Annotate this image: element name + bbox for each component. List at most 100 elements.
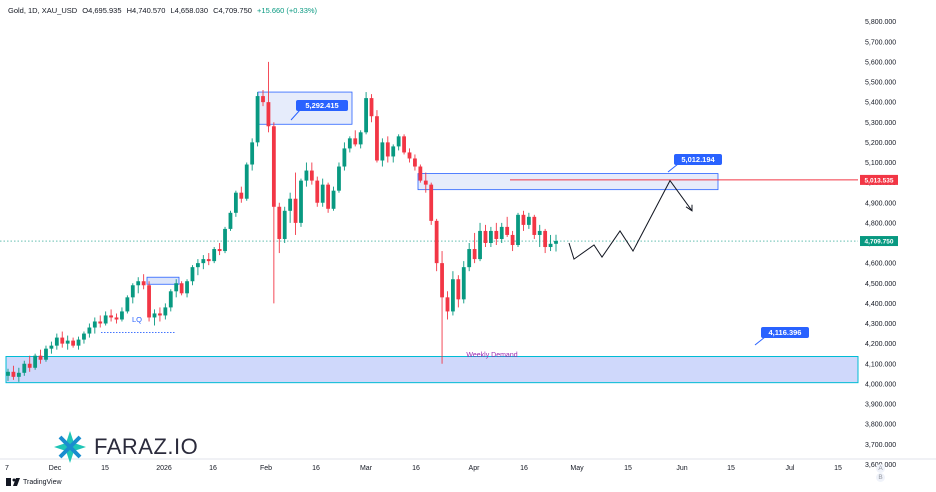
candle <box>120 307 124 322</box>
candle-body <box>98 321 103 324</box>
candle <box>239 186 244 203</box>
candle-body <box>120 311 124 320</box>
x-tick-label: 7 <box>5 465 9 472</box>
x-tick-label: 16 <box>312 465 320 472</box>
candle <box>537 224 542 248</box>
symbol-label[interactable]: Gold, 1D, XAU_USD <box>8 6 78 15</box>
candle-body <box>440 263 444 298</box>
candle <box>82 331 86 344</box>
candle <box>326 182 331 213</box>
candle <box>494 222 499 246</box>
x-tick-label: 15 <box>834 465 842 472</box>
candle <box>347 136 352 153</box>
candle-body <box>521 214 526 225</box>
candle <box>543 228 548 254</box>
candle <box>380 138 385 167</box>
candle-body <box>168 291 173 308</box>
auto-scale-button[interactable]: A <box>876 464 885 473</box>
candle-body <box>152 313 157 318</box>
candle-body <box>429 184 434 221</box>
y-tick-label: 5,400.000 <box>865 100 896 107</box>
resistance-price-tag: 5,013.535 <box>865 177 894 184</box>
resistance-callout-text: 5,012.194 <box>681 155 715 164</box>
candle-body <box>293 198 298 223</box>
candle <box>92 317 97 334</box>
change-value: +15.660 (+0.33%) <box>257 6 318 15</box>
candle-body <box>494 230 499 239</box>
candle <box>196 259 200 276</box>
y-tick-label: 4,100.000 <box>865 361 896 368</box>
close-value: C4,709.750 <box>213 6 252 15</box>
y-tick-label: 4,900.000 <box>865 200 896 207</box>
candle <box>293 172 298 235</box>
candle-body <box>456 279 461 300</box>
candle-body <box>402 136 406 153</box>
x-tick-label: Dec <box>49 465 62 472</box>
candle-body <box>87 327 92 334</box>
candle <box>201 255 206 270</box>
candle <box>483 224 488 248</box>
candle-body <box>27 363 32 368</box>
candle <box>271 122 276 304</box>
candle <box>353 130 358 147</box>
x-tick-label: Jun <box>676 465 687 472</box>
candle <box>488 226 493 248</box>
candle-body <box>516 214 520 246</box>
y-tick-label: 3,900.000 <box>865 402 896 409</box>
candle <box>228 210 233 231</box>
candle <box>27 355 32 372</box>
y-tick-label: 4,300.000 <box>865 321 896 328</box>
candle-body <box>353 138 358 145</box>
last-price-tag-bg <box>860 236 898 247</box>
x-tick-label: Mar <box>360 465 373 472</box>
candle-body <box>136 281 141 286</box>
candle <box>304 162 309 187</box>
candle-body <box>16 372 21 377</box>
candle-body <box>49 345 54 349</box>
candle-body <box>369 98 374 117</box>
candle <box>168 289 173 312</box>
candle-body <box>103 315 108 324</box>
y-tick-label: 4,800.000 <box>865 220 896 227</box>
tradingview-footer[interactable]: TradingView <box>6 478 62 486</box>
candle-body <box>158 313 162 316</box>
y-tick-label: 4,600.000 <box>865 261 896 268</box>
resistance-zone <box>417 173 719 191</box>
y-tick-label: 5,700.000 <box>865 39 896 46</box>
candle-body <box>418 166 423 181</box>
candle <box>445 291 450 320</box>
candle <box>255 92 260 147</box>
candle-body <box>407 152 412 159</box>
last-price-tag: 4,709.750 <box>865 239 894 246</box>
candle-body <box>11 371 16 377</box>
candle-body <box>217 249 222 252</box>
candle-body <box>206 259 211 262</box>
candle <box>109 309 113 322</box>
candle-body <box>423 180 428 185</box>
candle <box>456 275 461 308</box>
candle <box>499 222 504 243</box>
candle-body <box>309 170 314 181</box>
candle <box>179 281 184 296</box>
candle <box>510 230 515 252</box>
candle-body <box>239 192 244 199</box>
y-tick-label: 3,800.000 <box>865 422 896 429</box>
candle-body <box>141 281 146 286</box>
y-tick-label: 4,400.000 <box>865 301 896 308</box>
candle <box>54 333 59 350</box>
candle-body <box>532 216 537 235</box>
candle-body <box>38 355 43 360</box>
candle-body <box>223 228 227 252</box>
candle <box>532 214 537 239</box>
candle-body <box>434 220 439 264</box>
candle-body <box>185 281 189 294</box>
candle <box>467 243 472 272</box>
candle-body <box>201 259 206 264</box>
candle <box>33 353 38 370</box>
open-value: O4,695.935 <box>82 6 122 15</box>
log-scale-button[interactable]: B <box>876 473 885 482</box>
candle <box>6 368 10 381</box>
candle <box>11 365 16 380</box>
resistance-callout-box <box>674 154 722 165</box>
